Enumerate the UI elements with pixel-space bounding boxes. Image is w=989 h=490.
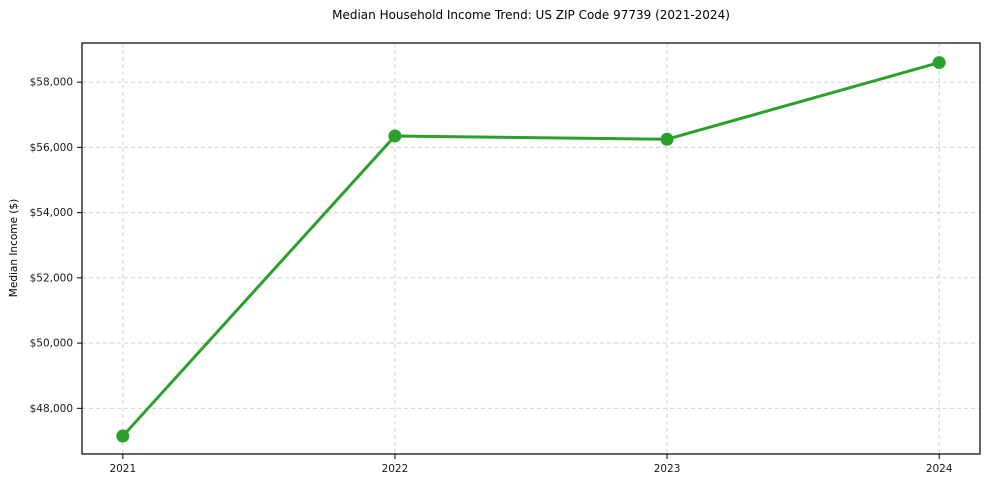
y-tick-label: $48,000: [30, 403, 73, 415]
data-point-marker: [932, 56, 946, 70]
data-point-marker: [388, 129, 402, 143]
x-tick-label: 2024: [926, 463, 953, 475]
data-point-marker: [660, 132, 674, 146]
y-tick-label: $58,000: [30, 77, 73, 89]
trend-line: [121, 61, 941, 438]
y-tick-label: $50,000: [30, 338, 73, 350]
y-tick-label: $54,000: [30, 207, 73, 219]
x-tick-label: 2021: [109, 463, 136, 475]
plot-border: [81, 42, 981, 455]
x-tick-label: 2023: [654, 463, 681, 475]
x-tick-label: 2022: [382, 463, 409, 475]
chart-title: Median Household Income Trend: US ZIP Co…: [332, 8, 730, 22]
y-tick-label: $56,000: [30, 142, 73, 154]
data-point-marker: [116, 429, 130, 443]
y-tick-label: $52,000: [30, 272, 73, 284]
